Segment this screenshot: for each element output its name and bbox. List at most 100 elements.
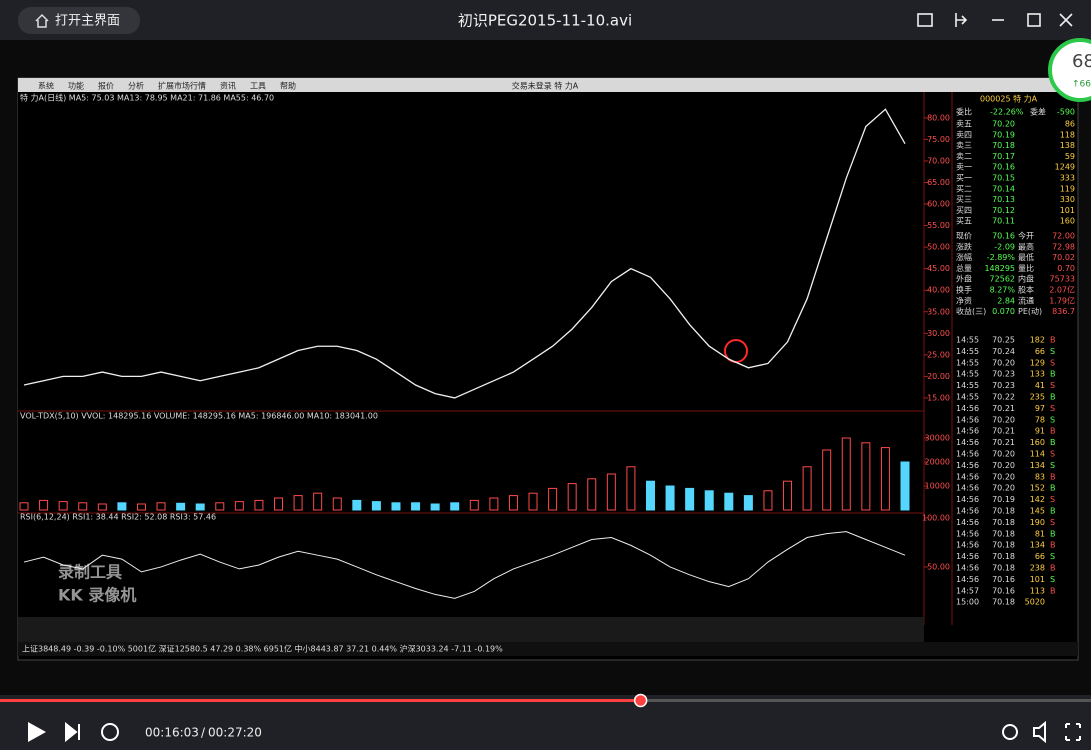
trade-volume: 145 — [1030, 507, 1045, 516]
volume-bar — [176, 502, 186, 511]
y-tick-label: 40.00 — [927, 286, 950, 295]
book-price: 70.18 — [992, 141, 1015, 150]
trade-price: 70.23 — [992, 381, 1015, 390]
volume-bar — [293, 495, 303, 511]
trade-volume: 78 — [1035, 415, 1045, 424]
volume-bar — [567, 483, 577, 511]
trade-time: 14:55 — [956, 347, 979, 356]
speed-badge — [1048, 38, 1091, 102]
watermark: 录制工具 — [58, 563, 122, 582]
book-volume: 160 — [1060, 217, 1075, 226]
y-tick-label: 60.00 — [927, 200, 950, 209]
volume-bar — [548, 487, 558, 511]
trade-side: B — [1050, 336, 1056, 345]
volume-bar — [78, 502, 88, 511]
trade-time: 14:56 — [956, 404, 979, 413]
trade-side: S — [1050, 495, 1055, 504]
book-volume: 118 — [1060, 130, 1075, 139]
trade-side: B — [1050, 507, 1056, 516]
volume-bar — [274, 497, 284, 511]
volume-bar — [685, 487, 695, 511]
order-ratio: -590 — [1057, 108, 1075, 117]
open-button[interactable] — [18, 7, 140, 34]
stat-value: 836.7 — [1052, 307, 1075, 316]
trade-time: 14:56 — [956, 529, 979, 538]
volume-bar — [900, 461, 910, 511]
progress-handle[interactable] — [633, 693, 648, 708]
trade-side: S — [1050, 381, 1055, 390]
book-label: 卖三 — [956, 141, 972, 150]
stat-label: 外盘 — [956, 274, 972, 284]
stat-value: 2.07亿 — [1049, 285, 1075, 295]
close-button[interactable] — [1059, 13, 1073, 27]
maximize-button[interactable] — [1027, 13, 1041, 27]
stat-value: 8.27% — [990, 286, 1016, 295]
trade-volume: 66 — [1035, 347, 1045, 356]
trade-time: 14:56 — [956, 415, 979, 424]
y-tick-label: 70.00 — [927, 156, 950, 165]
trade-price: 70.20 — [992, 472, 1015, 481]
trade-volume: 190 — [1030, 518, 1045, 527]
trade-time: 14:56 — [956, 495, 979, 504]
menu-item: 系统 — [38, 81, 54, 91]
stat-label: 换手 — [956, 285, 972, 295]
book-label: 卖一 — [956, 163, 972, 172]
volume-bar — [743, 495, 753, 511]
book-price: 70.20 — [992, 120, 1015, 129]
trade-price: 70.18 — [992, 529, 1015, 538]
trade-side: S — [1050, 415, 1055, 424]
open-button-label[interactable]: 打开主界面 — [55, 14, 120, 29]
fullscreen-button[interactable] — [1065, 723, 1081, 741]
top-bar — [0, 0, 1091, 40]
volume-button[interactable] — [1033, 720, 1046, 744]
trade-volume: 101 — [1030, 575, 1045, 584]
stat-value: 0.070 — [992, 307, 1015, 316]
trade-price: 70.24 — [992, 347, 1015, 356]
play-button[interactable] — [28, 722, 46, 742]
trade-price: 70.23 — [992, 370, 1015, 379]
trade-time: 14:56 — [956, 575, 979, 584]
trade-side: B — [1050, 484, 1056, 493]
rsi-line — [23, 531, 906, 599]
y-tick-label: 50.00 — [927, 243, 950, 252]
stat-value: -2.09 — [994, 242, 1015, 251]
total-time: 00:27:20 — [208, 726, 262, 740]
video-title: 初识PEG2015-11-10.avi — [458, 12, 632, 30]
y-tick-label: 10000 — [925, 482, 950, 491]
volume-bar — [469, 499, 479, 511]
trade-side: S — [1050, 404, 1055, 413]
trade-price: 70.21 — [992, 438, 1015, 447]
volume-bar — [117, 502, 127, 511]
volume-bar — [58, 501, 68, 511]
volume-bar — [841, 437, 851, 511]
pin-button[interactable] — [955, 13, 968, 27]
y-tick-label: 20.00 — [927, 372, 950, 381]
screenshot-button[interactable] — [917, 13, 933, 27]
trade-time: 14:55 — [956, 358, 979, 367]
trade-price: 70.21 — [992, 404, 1015, 413]
book-volume: 333 — [1060, 174, 1075, 183]
trade-volume: 133 — [1030, 370, 1045, 379]
volume-bar — [430, 503, 440, 511]
volume-bar — [822, 449, 832, 511]
trade-time: 14:55 — [956, 370, 979, 379]
trade-price: 70.20 — [992, 484, 1015, 493]
trade-volume: 91 — [1035, 427, 1045, 436]
trade-price: 70.16 — [992, 575, 1015, 584]
stat-label: PE(动) — [1018, 306, 1042, 316]
menu-item: 资讯 — [220, 81, 236, 91]
stat-label: 今开 — [1018, 231, 1034, 241]
trade-time: 14:56 — [956, 484, 979, 493]
menu-item: 分析 — [128, 81, 144, 91]
book-price: 70.13 — [992, 195, 1015, 204]
trade-volume: 83 — [1035, 472, 1045, 481]
progress-fill — [0, 699, 641, 702]
trade-price: 70.20 — [992, 461, 1015, 470]
settings-button[interactable] — [1002, 724, 1018, 740]
trade-time: 14:57 — [956, 586, 979, 595]
stat-value: 2.84 — [997, 296, 1015, 305]
volume-bar — [332, 497, 342, 511]
next-button[interactable] — [65, 721, 80, 743]
loop-button[interactable] — [101, 723, 119, 741]
volume-bar — [665, 485, 675, 511]
